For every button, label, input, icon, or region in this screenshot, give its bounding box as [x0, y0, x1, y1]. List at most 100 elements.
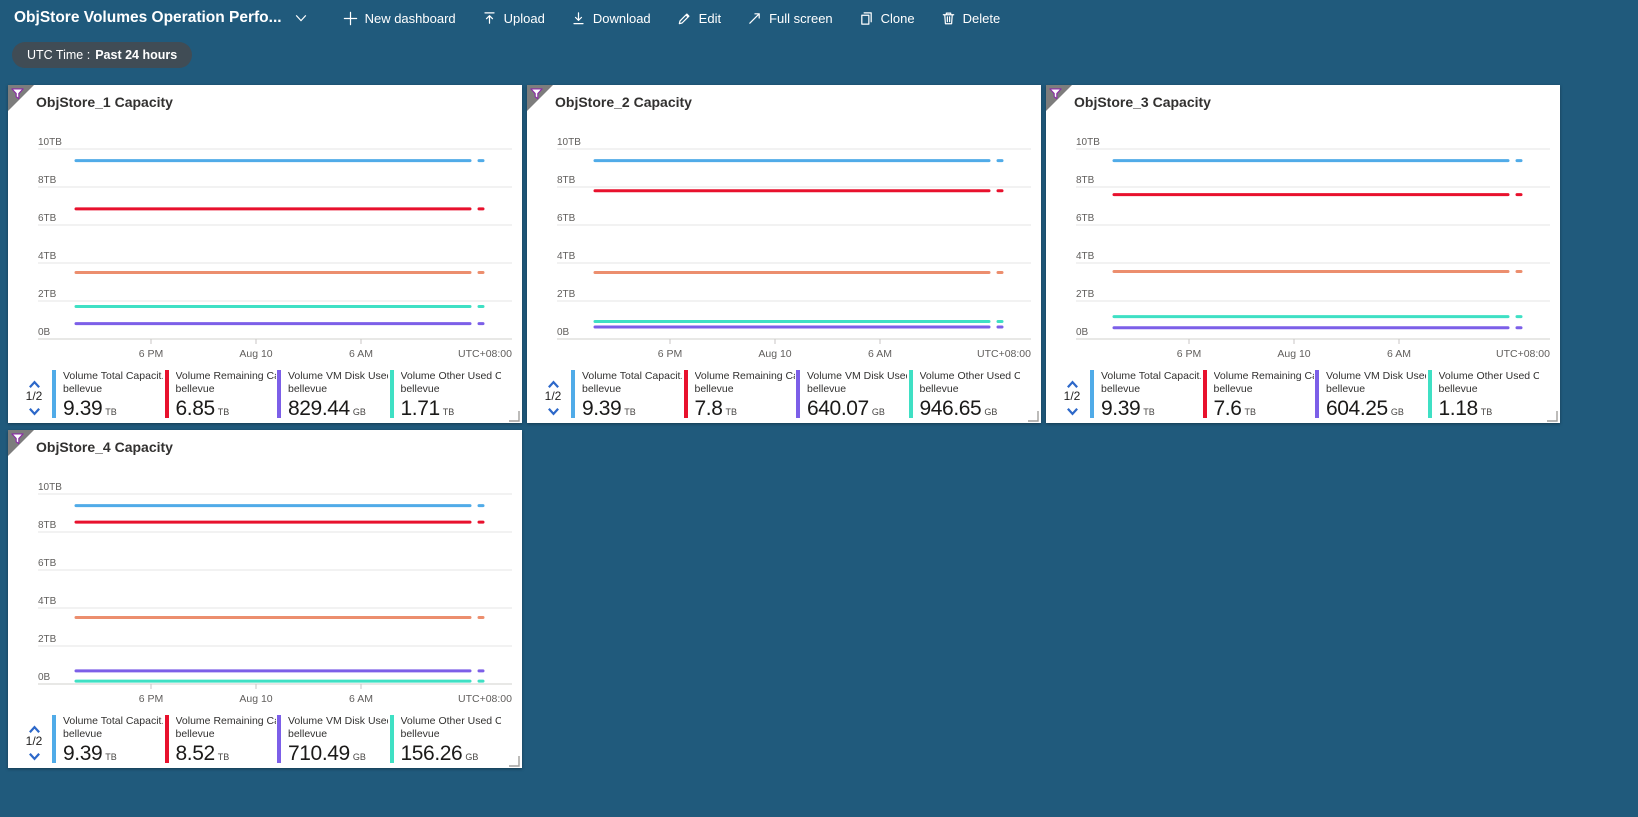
capacity-line-chart: 10TB 8TB 6TB 4TB 2TB 0B 6 PM Aug 10 6 AM UTC+08:0… — [38, 482, 512, 705]
svg-text:6 AM: 6 AM — [1387, 348, 1411, 360]
legend-page-up-button[interactable] — [28, 722, 41, 734]
tile-filter-corner[interactable] — [1046, 85, 1072, 111]
resize-corner-icon — [509, 411, 520, 422]
legend-page-up-button[interactable] — [28, 377, 41, 389]
svg-text:6TB: 6TB — [557, 213, 576, 224]
legend-page-down-button[interactable] — [1066, 404, 1079, 416]
tile-title: ObjStore_1 Capacity — [36, 94, 173, 110]
tile-resize-handle[interactable] — [508, 754, 520, 767]
legend-item[interactable]: Volume Remaining Cap... bellevue 8.52 TB — [164, 715, 278, 765]
legend-color-bar — [571, 370, 575, 418]
legend-item[interactable]: Volume Total Capacit... bellevue 9.39 TB — [52, 715, 165, 765]
legend-item[interactable]: Volume VM Disk Used ... bellevue 604.25 … — [1315, 370, 1428, 420]
download-label: Download — [592, 10, 651, 26]
legend-color-bar — [277, 370, 281, 418]
legend-item[interactable]: Volume VM Disk Used ... bellevue 710.49 … — [277, 715, 390, 765]
upload-button[interactable]: Upload — [469, 1, 558, 35]
svg-text:UTC+08:00: UTC+08:00 — [977, 348, 1031, 360]
tile-resize-handle[interactable] — [508, 409, 520, 422]
tile-filter-corner[interactable] — [8, 85, 34, 111]
chevron-down-icon — [28, 407, 40, 416]
legend-unit: GB — [465, 752, 479, 762]
legend-items: Volume Total Capacit... bellevue 9.39 TB… — [52, 715, 520, 765]
delete-button[interactable]: Delete — [928, 1, 1014, 35]
chevron-up-icon — [28, 380, 40, 389]
legend-page-down-button[interactable] — [547, 404, 560, 416]
full-screen-icon — [747, 11, 762, 26]
legend-unit: GB — [984, 407, 998, 417]
legend-item[interactable]: Volume Other Used Ca... bellevue 1.18 TB — [1427, 370, 1541, 420]
svg-text:10TB: 10TB — [38, 482, 62, 493]
legend-item[interactable]: Volume Remaining Cap... bellevue 6.85 TB — [164, 370, 278, 420]
legend-page-up-button[interactable] — [547, 377, 560, 389]
svg-text:10TB: 10TB — [38, 137, 62, 148]
capacity-line-chart: 10TB 8TB 6TB 4TB 2TB 0B 6 PM Aug 10 6 AM UTC+08:0… — [1076, 137, 1550, 360]
dashboard-title: ObjStore Volumes Operation Perfo... — [14, 9, 282, 26]
svg-text:2TB: 2TB — [38, 634, 57, 645]
legend-color-bar — [1315, 370, 1319, 418]
chevron-down-icon — [294, 11, 308, 25]
legend-item[interactable]: Volume Other Used Ca... bellevue 156.26 … — [389, 715, 503, 765]
chevron-down-icon — [547, 407, 559, 416]
legend-value: 710.49 — [288, 742, 350, 765]
legend-unit: TB — [1244, 407, 1257, 417]
chart-legend: 1/2 Volume Total Capacit... bellevue 9.3… — [16, 715, 520, 765]
legend-item[interactable]: Volume Other Used Ca... bellevue 946.65 … — [908, 370, 1022, 420]
dashboard-title-button[interactable]: ObjStore Volumes Operation Perfo... — [14, 9, 314, 27]
legend-value: 604.25 — [1326, 397, 1388, 420]
legend-color-bar — [389, 715, 394, 763]
upload-label: Upload — [503, 10, 545, 26]
legend-value: 9.39 — [582, 397, 622, 420]
legend-page-down-button[interactable] — [28, 749, 41, 761]
new-dashboard-label: New dashboard — [364, 10, 456, 26]
chevron-down-icon — [28, 752, 40, 761]
svg-text:UTC+08:00: UTC+08:00 — [458, 693, 512, 705]
utc-time-filter-pill[interactable]: UTC Time : Past 24 hours — [12, 42, 193, 68]
svg-text:6TB: 6TB — [38, 558, 57, 569]
svg-text:4TB: 4TB — [1076, 251, 1095, 262]
new-dashboard-icon — [343, 11, 358, 26]
tile-filter-corner[interactable] — [8, 430, 34, 456]
tile-resize-handle[interactable] — [1027, 409, 1039, 422]
full-screen-button[interactable]: Full screen — [734, 1, 846, 35]
legend-item[interactable]: Volume Total Capacit... bellevue 9.39 TB — [52, 370, 165, 420]
legend-value: 640.07 — [807, 397, 869, 420]
svg-text:UTC+08:00: UTC+08:00 — [1496, 348, 1550, 360]
chevron-up-icon — [28, 725, 40, 734]
legend-item[interactable]: Volume Total Capacit... bellevue 9.39 TB — [1090, 370, 1203, 420]
legend-item[interactable]: Volume Other Used Ca... bellevue 1.71 TB — [389, 370, 503, 420]
legend-unit: TB — [105, 752, 117, 762]
legend-item[interactable]: Volume Remaining Cap... bellevue 7.6 TB — [1202, 370, 1316, 420]
legend-item[interactable]: Volume Remaining Cap... bellevue 7.8 TB — [683, 370, 797, 420]
clone-button[interactable]: Clone — [846, 1, 928, 35]
legend-value: 829.44 — [288, 397, 350, 420]
legend-pager: 1/2 — [16, 715, 52, 765]
legend-page-up-button[interactable] — [1066, 377, 1079, 389]
tile-title: ObjStore_2 Capacity — [555, 94, 692, 110]
legend-value: 6.85 — [175, 397, 216, 420]
legend-page-down-button[interactable] — [28, 404, 41, 416]
legend-item[interactable]: Volume Total Capacit... bellevue 9.39 TB — [571, 370, 684, 420]
download-button[interactable]: Download — [558, 1, 664, 35]
filter-funnel-icon — [11, 433, 24, 445]
tile-filter-corner[interactable] — [527, 85, 553, 111]
legend-value: 7.6 — [1213, 397, 1242, 420]
legend-value: 156.26 — [400, 742, 463, 765]
legend-item[interactable]: Volume VM Disk Used ... bellevue 829.44 … — [277, 370, 390, 420]
legend-item[interactable]: Volume VM Disk Used ... bellevue 640.07 … — [796, 370, 909, 420]
upload-icon — [482, 11, 497, 26]
svg-text:6 AM: 6 AM — [349, 348, 373, 360]
svg-text:10TB: 10TB — [1076, 137, 1100, 148]
svg-text:2TB: 2TB — [1076, 289, 1095, 300]
chart-legend: 1/2 Volume Total Capacit... bellevue 9.3… — [1054, 370, 1558, 420]
capacity-line-chart: 10TB 8TB 6TB 4TB 2TB 0B 6 PM Aug 10 6 AM UTC+08:0… — [557, 137, 1031, 360]
tile-resize-handle[interactable] — [1546, 409, 1558, 422]
legend-color-bar — [908, 370, 913, 418]
edit-button[interactable]: Edit — [664, 1, 734, 35]
download-icon — [571, 11, 586, 26]
legend-items: Volume Total Capacit... bellevue 9.39 TB… — [571, 370, 1039, 420]
svg-text:UTC+08:00: UTC+08:00 — [458, 348, 512, 360]
chevron-up-icon — [1066, 380, 1078, 389]
legend-value: 946.65 — [919, 397, 982, 420]
new-dashboard-button[interactable]: New dashboard — [330, 1, 469, 35]
